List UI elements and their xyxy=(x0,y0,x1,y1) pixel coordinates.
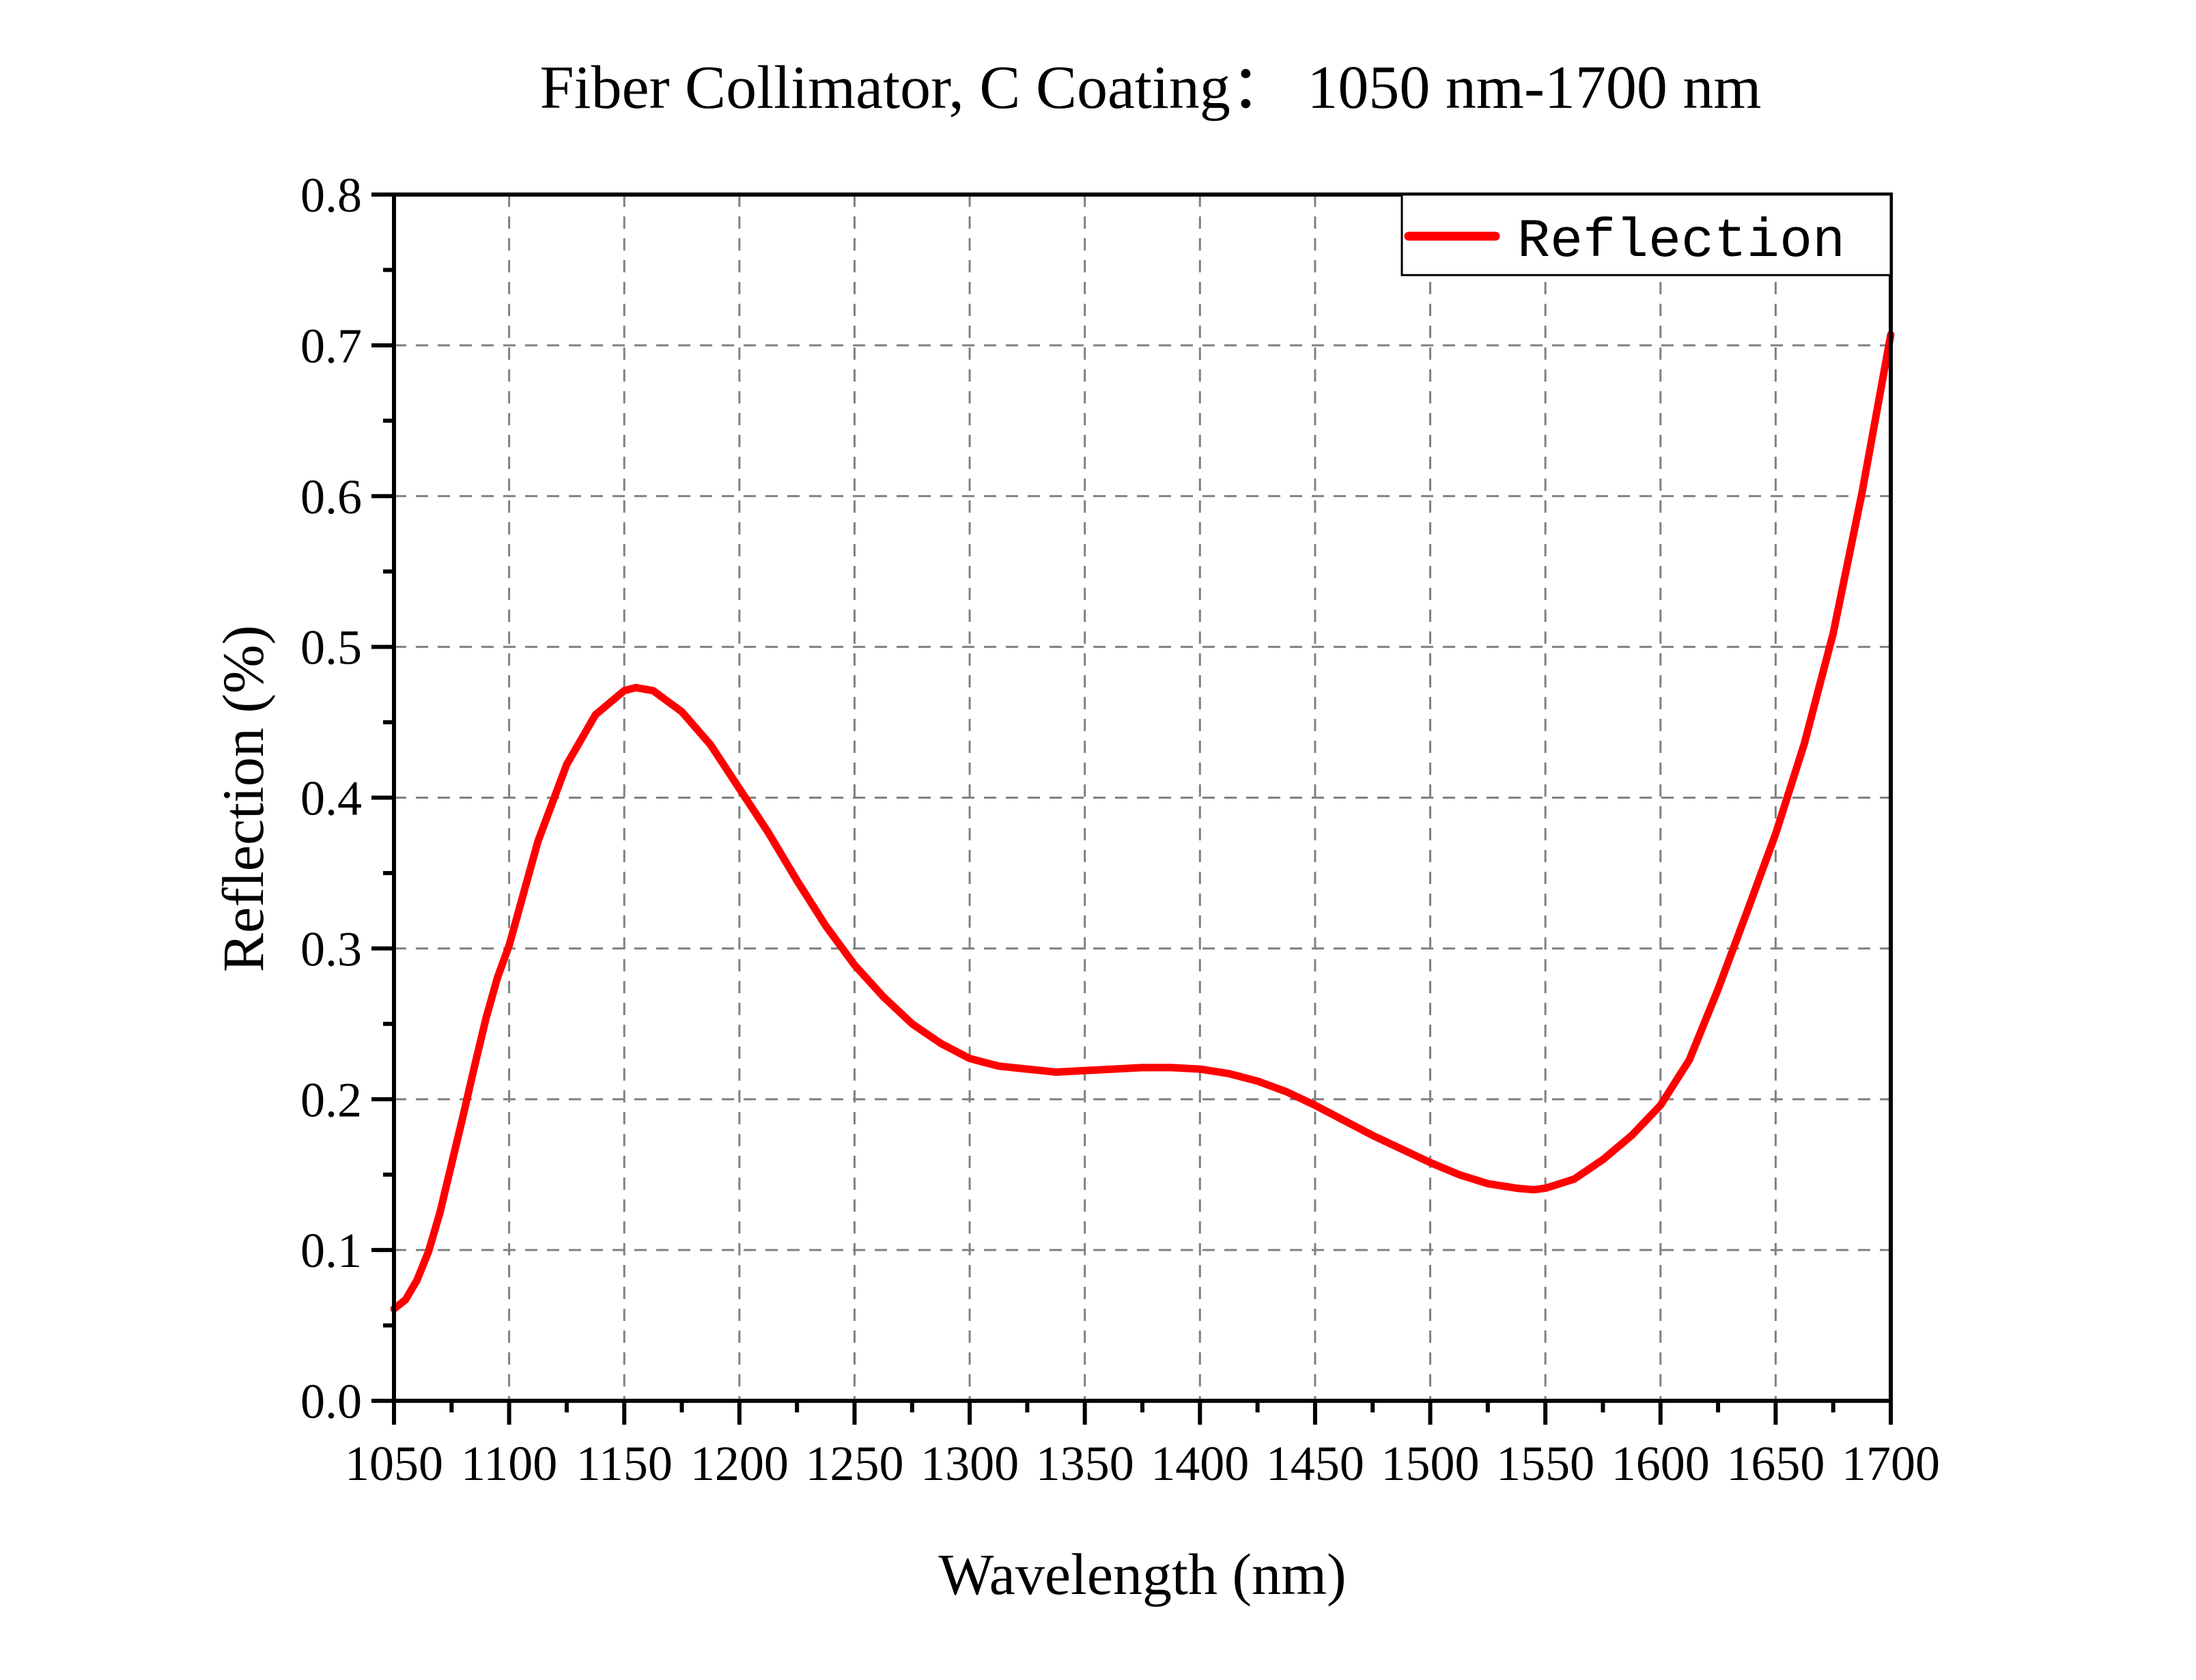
x-tick-label-1650: 1650 xyxy=(1726,1436,1825,1491)
x-tick-label-1300: 1300 xyxy=(920,1436,1019,1491)
x-tick-label-1600: 1600 xyxy=(1611,1436,1710,1491)
x-tick-label-1550: 1550 xyxy=(1496,1436,1594,1491)
x-tick-label-1050: 1050 xyxy=(345,1436,443,1491)
y-tick-label-0.7: 0.7 xyxy=(300,319,362,373)
x-tick-label-1700: 1700 xyxy=(1842,1436,1940,1491)
y-tick-label-0.3: 0.3 xyxy=(300,922,362,976)
y-tick-label-0.5: 0.5 xyxy=(300,621,362,675)
y-tick-label-0.4: 0.4 xyxy=(300,771,362,826)
y-tick-label-0.2: 0.2 xyxy=(300,1072,362,1127)
y-axis-title: Reflection (%) xyxy=(210,625,276,973)
grid-layer xyxy=(394,195,1891,1401)
x-tick-label-1400: 1400 xyxy=(1151,1436,1249,1491)
x-axis-title: Wavelength (nm) xyxy=(938,1541,1346,1607)
x-tick-label-1100: 1100 xyxy=(461,1436,557,1491)
x-tick-label-1250: 1250 xyxy=(805,1436,903,1491)
legend: Reflection xyxy=(1400,193,1892,276)
series-layer xyxy=(390,330,1895,1313)
y-tick-label-0.8: 0.8 xyxy=(300,168,362,223)
x-tick-label-1150: 1150 xyxy=(576,1436,673,1491)
x-tick-label-1200: 1200 xyxy=(690,1436,789,1491)
y-tick-label-0.1: 0.1 xyxy=(300,1223,362,1278)
tick-label-layer: 1050 1100 1150 1200 1250 1300 1350 1400 1450 1500… xyxy=(300,168,1940,1491)
y-tick-label-0.6: 0.6 xyxy=(300,470,362,524)
legend-label-reflection: Reflection xyxy=(1517,211,1845,273)
x-tick-label-1450: 1450 xyxy=(1266,1436,1364,1491)
x-tick-label-1500: 1500 xyxy=(1381,1436,1480,1491)
x-tick-label-1350: 1350 xyxy=(1036,1436,1134,1491)
series-line-reflection xyxy=(390,330,1895,1313)
chart-title: Fiber Collimator, C Coating： 1050 nm-170… xyxy=(540,54,1762,122)
y-tick-label-0: 0.0 xyxy=(300,1374,362,1429)
